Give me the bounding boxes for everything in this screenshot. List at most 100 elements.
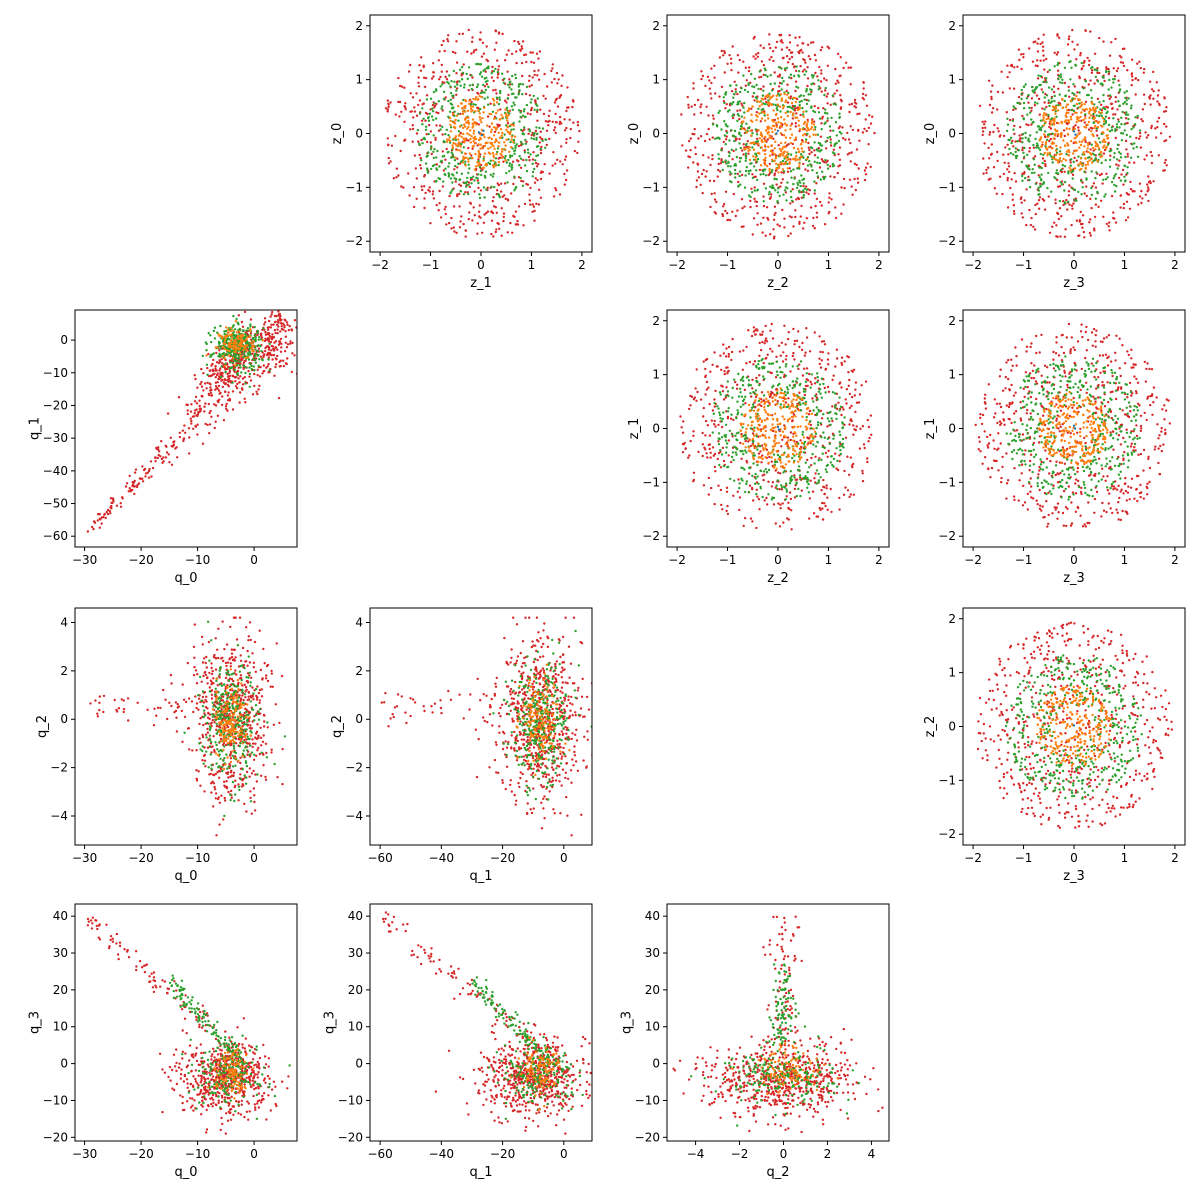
data-point — [1033, 101, 1037, 104]
data-point — [401, 85, 404, 88]
data-point — [1080, 68, 1083, 71]
data-point — [517, 109, 521, 112]
data-point — [1128, 161, 1131, 164]
data-point — [558, 193, 562, 196]
data-point — [842, 203, 845, 206]
data-point — [707, 114, 710, 117]
data-point — [191, 415, 195, 418]
data-point — [387, 143, 390, 147]
data-point — [753, 197, 756, 200]
data-point — [816, 161, 819, 164]
data-point — [263, 369, 266, 373]
data-point — [848, 178, 852, 181]
data-point — [1034, 203, 1037, 207]
data-point — [770, 144, 774, 147]
data-point — [128, 487, 131, 490]
data-point — [512, 141, 515, 144]
data-point — [815, 182, 818, 185]
data-point — [759, 120, 762, 123]
data-point — [418, 112, 422, 115]
data-point — [1054, 149, 1058, 152]
data-point — [848, 103, 851, 106]
data-point — [1124, 117, 1128, 120]
data-point — [275, 323, 279, 326]
data-point — [784, 161, 787, 165]
data-point — [462, 141, 466, 144]
data-point — [505, 161, 509, 164]
data-point — [491, 211, 495, 215]
data-point — [444, 212, 447, 216]
data-point — [461, 161, 465, 164]
data-point — [751, 95, 754, 98]
data-point — [1009, 64, 1013, 67]
data-point — [1147, 134, 1150, 137]
data-point — [263, 317, 267, 320]
data-point — [514, 73, 517, 76]
y-axis-label: z_0 — [627, 123, 642, 145]
data-point — [1149, 94, 1152, 97]
data-point — [1033, 228, 1037, 231]
data-point — [500, 134, 503, 137]
data-point — [998, 175, 1002, 178]
data-point — [1078, 234, 1081, 237]
data-point — [280, 321, 283, 325]
data-point — [449, 130, 453, 133]
data-point — [785, 46, 789, 49]
data-point — [1037, 186, 1040, 189]
data-point — [423, 197, 426, 200]
data-point — [785, 144, 789, 147]
data-point — [996, 159, 999, 163]
data-point — [803, 132, 807, 136]
data-point — [1101, 116, 1105, 120]
data-point — [1140, 201, 1143, 205]
data-point — [755, 118, 758, 122]
data-point — [91, 525, 94, 529]
data-point — [507, 138, 510, 141]
data-point — [1095, 68, 1098, 72]
data-point — [1071, 177, 1074, 180]
data-point — [834, 82, 837, 85]
data-point — [1073, 97, 1077, 100]
data-point — [1034, 182, 1038, 186]
data-point — [776, 108, 779, 112]
data-point — [512, 128, 515, 131]
data-point — [432, 90, 436, 94]
data-point — [838, 130, 842, 134]
data-point — [820, 69, 823, 72]
data-point — [1064, 94, 1067, 98]
data-point — [470, 135, 473, 138]
data-point — [1053, 221, 1056, 224]
data-point — [779, 122, 783, 125]
data-point — [820, 46, 824, 49]
data-point — [1053, 176, 1056, 179]
data-point — [1030, 216, 1033, 220]
data-point — [740, 173, 744, 177]
data-point — [777, 66, 781, 69]
data-point — [805, 110, 808, 113]
data-point — [709, 205, 712, 209]
data-point — [756, 157, 760, 161]
data-point — [213, 426, 216, 430]
data-point — [1104, 107, 1107, 111]
data-point — [773, 82, 776, 85]
data-point — [183, 424, 186, 427]
data-point — [471, 219, 474, 222]
data-point — [572, 100, 575, 103]
data-point — [1080, 193, 1083, 196]
data-point — [220, 345, 223, 348]
data-point — [806, 77, 810, 80]
data-point — [1119, 206, 1122, 209]
data-point — [476, 179, 480, 182]
data-point — [208, 423, 212, 426]
data-point — [772, 228, 775, 231]
data-point — [423, 206, 426, 210]
data-point — [774, 140, 777, 143]
data-point — [1050, 88, 1054, 91]
data-point — [462, 193, 466, 196]
data-point — [485, 83, 489, 86]
data-point — [1037, 199, 1041, 202]
data-point — [280, 325, 283, 328]
data-point — [715, 200, 718, 204]
data-point — [1118, 84, 1121, 87]
